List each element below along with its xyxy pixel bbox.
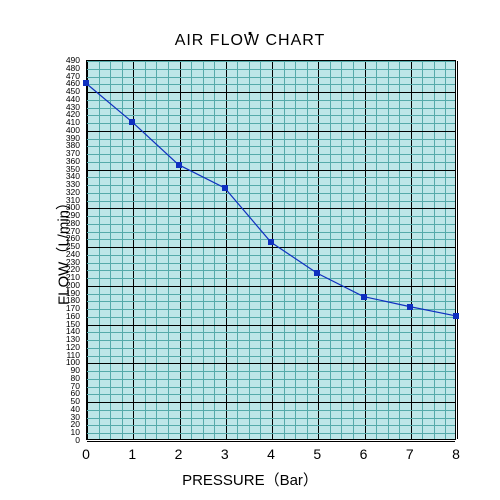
data-point <box>361 294 367 300</box>
airflow-chart-page: . AIR FLOW CHART FLOW（L/min） PRESSURE（Ba… <box>0 0 500 500</box>
x-tick-label: 2 <box>175 446 183 462</box>
data-point <box>83 80 89 86</box>
x-tick-label: 6 <box>360 446 368 462</box>
plot-area: 0102030405060708090100110120130140150160… <box>86 60 456 440</box>
x-tick-label: 8 <box>452 446 460 462</box>
data-point <box>314 270 320 276</box>
data-point <box>453 313 459 319</box>
x-tick-label: 5 <box>313 446 321 462</box>
data-point <box>129 119 135 125</box>
x-axis-label: PRESSURE（Bar） <box>0 469 500 490</box>
series-line <box>86 60 456 440</box>
data-point <box>222 185 228 191</box>
x-tick-label: 3 <box>221 446 229 462</box>
data-point <box>176 162 182 168</box>
data-point <box>268 239 274 245</box>
x-tick-label: 0 <box>82 446 90 462</box>
y-tick-label: 490 <box>50 55 80 65</box>
chart-title: AIR FLOW CHART <box>0 32 500 50</box>
x-tick-label: 1 <box>128 446 136 462</box>
x-tick-label: 7 <box>406 446 414 462</box>
x-tick-label: 4 <box>267 446 275 462</box>
data-point <box>407 304 413 310</box>
